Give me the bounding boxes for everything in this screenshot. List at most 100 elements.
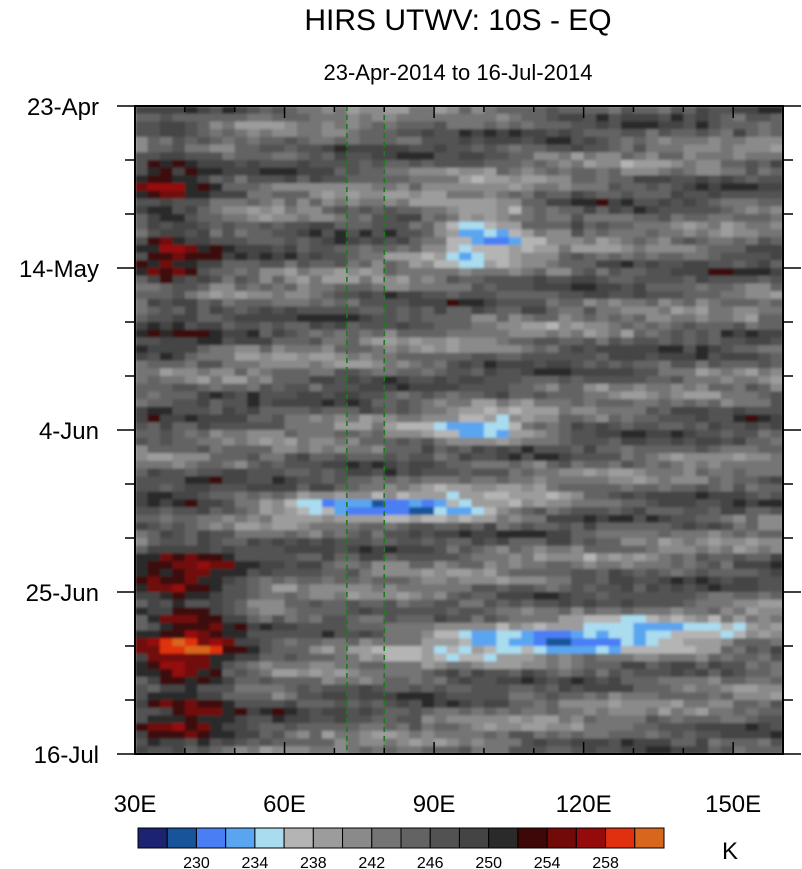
heatmap-cell xyxy=(645,437,659,447)
heatmap-cell xyxy=(297,592,311,601)
heatmap-cell xyxy=(459,252,473,261)
heatmap-cell xyxy=(309,622,323,632)
heatmap-cell xyxy=(621,738,635,747)
heatmap-cell xyxy=(309,545,323,555)
heatmap-cell xyxy=(496,275,510,285)
heatmap-cell xyxy=(695,484,709,493)
heatmap-cell xyxy=(222,214,236,223)
heatmap-cell xyxy=(147,183,161,192)
heatmap-cell xyxy=(683,406,697,416)
heatmap-cell xyxy=(708,476,722,485)
heatmap-cell xyxy=(321,260,335,269)
colorbar-unit: K xyxy=(722,838,738,865)
heatmap-cell xyxy=(546,576,560,585)
heatmap-cell xyxy=(297,152,311,161)
heatmap-cell xyxy=(683,314,697,323)
heatmap-cell xyxy=(546,237,560,246)
heatmap-cell xyxy=(396,106,410,115)
heatmap-cell xyxy=(321,314,335,323)
heatmap-cell xyxy=(733,669,747,678)
heatmap-cell xyxy=(633,545,647,555)
heatmap-cell xyxy=(508,676,522,686)
heatmap-cell xyxy=(596,607,610,616)
heatmap-cell xyxy=(346,144,360,153)
heatmap-cell xyxy=(508,198,522,207)
heatmap-cell xyxy=(284,214,298,223)
heatmap-cell xyxy=(371,160,385,169)
heatmap-cell xyxy=(309,746,323,754)
heatmap-cell xyxy=(172,106,186,115)
heatmap-cell xyxy=(272,322,286,331)
heatmap-cell xyxy=(409,283,423,292)
heatmap-cell xyxy=(483,422,497,431)
heatmap-cell xyxy=(247,561,261,570)
heatmap-cell xyxy=(247,322,261,331)
heatmap-cell xyxy=(471,268,485,277)
heatmap-cell xyxy=(571,368,585,377)
heatmap-cell xyxy=(209,268,223,277)
heatmap-cell xyxy=(633,160,647,169)
heatmap-cell xyxy=(745,738,759,747)
heatmap-cell xyxy=(508,306,522,315)
heatmap-cell xyxy=(533,545,547,555)
heatmap-cell xyxy=(633,183,647,192)
heatmap-cell xyxy=(396,646,410,655)
heatmap-cell xyxy=(334,615,348,624)
heatmap-cell xyxy=(571,144,585,153)
heatmap-cell xyxy=(184,530,198,539)
heatmap-cell xyxy=(384,414,398,423)
heatmap-cell xyxy=(708,121,722,130)
heatmap-cell xyxy=(521,576,535,585)
heatmap-cell xyxy=(222,306,236,315)
heatmap-cell xyxy=(184,738,198,747)
heatmap-cell xyxy=(446,584,460,593)
heatmap-cell xyxy=(297,175,311,184)
heatmap-cell xyxy=(297,499,311,508)
heatmap-cell xyxy=(596,599,610,609)
heatmap-cell xyxy=(409,237,423,246)
heatmap-cell xyxy=(396,545,410,555)
heatmap-cell xyxy=(621,584,635,593)
heatmap-cell xyxy=(159,707,173,717)
heatmap-cell xyxy=(309,592,323,601)
heatmap-cell xyxy=(346,484,360,493)
heatmap-cell xyxy=(608,198,622,207)
heatmap-cell xyxy=(197,221,211,231)
heatmap-cell xyxy=(396,715,410,724)
heatmap-cell xyxy=(346,723,360,732)
heatmap-cell xyxy=(259,715,273,724)
heatmap-cell xyxy=(334,599,348,609)
heatmap-cell xyxy=(359,622,373,632)
heatmap-cell xyxy=(645,144,659,153)
heatmap-cell xyxy=(147,599,161,609)
heatmap-cell xyxy=(508,437,522,447)
heatmap-cell xyxy=(371,530,385,539)
heatmap-cell xyxy=(745,391,759,400)
heatmap-cell xyxy=(733,337,747,346)
heatmap-cell xyxy=(558,152,572,161)
heatmap-cell xyxy=(371,484,385,493)
heatmap-cell xyxy=(259,167,273,177)
heatmap-cell xyxy=(172,561,186,570)
heatmap-cell xyxy=(259,499,273,508)
heatmap-cell xyxy=(633,360,647,369)
heatmap-cell xyxy=(346,630,360,639)
heatmap-cell xyxy=(334,437,348,447)
heatmap-cell xyxy=(434,592,448,601)
heatmap-cell xyxy=(259,445,273,454)
heatmap-cell xyxy=(695,391,709,400)
heatmap-cell xyxy=(508,499,522,508)
heatmap-cell xyxy=(533,399,547,408)
heatmap-cell xyxy=(558,538,572,547)
heatmap-cell xyxy=(583,522,597,531)
heatmap-cell xyxy=(496,638,510,647)
heatmap-cell xyxy=(645,298,659,308)
heatmap-cell xyxy=(533,337,547,346)
heatmap-cell xyxy=(608,368,622,377)
heatmap-cell xyxy=(720,684,734,693)
heatmap-cell xyxy=(720,646,734,655)
heatmap-cell xyxy=(758,160,772,169)
heatmap-cell xyxy=(159,368,173,377)
heatmap-cell xyxy=(770,422,783,431)
heatmap-cell xyxy=(197,144,211,153)
